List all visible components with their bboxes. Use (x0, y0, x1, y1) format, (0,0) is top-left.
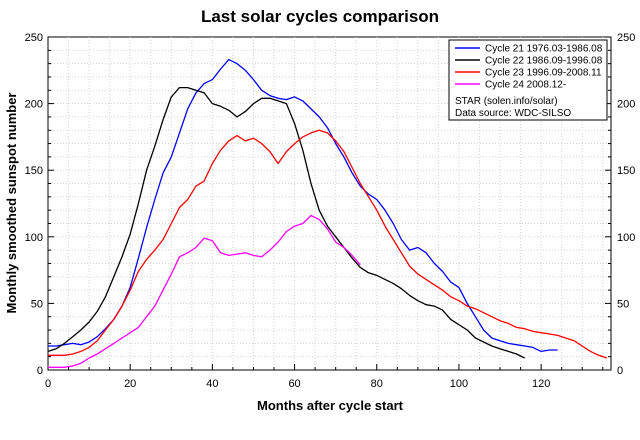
legend-label: Cycle 21 1976.03-1986.08 (485, 44, 603, 55)
y-axis-left-tick-labels: 0 50 100 150 200 250 (25, 32, 43, 377)
y-tick-label-left: 0 (37, 365, 43, 377)
grid (48, 37, 611, 370)
x-tick-label: 100 (450, 378, 468, 390)
y-tick-label-left: 200 (25, 99, 43, 111)
y-tick-label-right: 250 (617, 32, 635, 44)
y-axis-title: Monthly smoothed sunspot number (4, 93, 19, 314)
legend-box (448, 39, 608, 121)
y-tick-label-right: 200 (617, 99, 635, 111)
series-lines (47, 58, 608, 368)
legend-label: Cycle 22 1986.09-1996.08 (485, 56, 603, 67)
x-tick-label: 80 (371, 378, 383, 390)
legend-label: Cycle 23 1996.09-2008.11 (485, 68, 602, 79)
y-tick-label-left: 250 (25, 32, 43, 44)
legend-note-source: STAR (solen.info/solar) (455, 96, 558, 107)
legend-note-data: Data source: WDC-SILSO (455, 108, 571, 119)
x-tick-label: 60 (288, 378, 300, 390)
series-line-cycle-21 (48, 58, 558, 353)
y-tick-label-right: 0 (617, 365, 623, 377)
series-line-cycle-24 (48, 214, 361, 368)
axis-ticks (47, 36, 611, 371)
legend-label: Cycle 24 2008.12- (485, 80, 566, 91)
y-tick-label-left: 50 (31, 298, 43, 310)
y-axis-right-tick-labels: 0 50 100 150 200 250 (617, 32, 635, 377)
series-line-cycle-22 (47, 86, 525, 359)
x-tick-label: 40 (206, 378, 218, 390)
x-tick-label: 20 (124, 378, 136, 390)
x-axis-tick-labels: 0 20 40 60 80 100 120 (45, 378, 550, 390)
series-line-cycle-23 (48, 129, 608, 359)
x-axis-title: Months after cycle start (257, 398, 404, 413)
y-tick-label-right: 100 (617, 232, 635, 244)
y-tick-label-left: 100 (25, 232, 43, 244)
chart-title: Last solar cycles comparison (201, 7, 439, 26)
x-tick-label: 0 (45, 378, 51, 390)
y-tick-label-left: 150 (25, 165, 43, 177)
x-tick-label: 120 (532, 378, 550, 390)
y-tick-label-right: 150 (617, 165, 635, 177)
y-tick-label-right: 50 (617, 298, 629, 310)
